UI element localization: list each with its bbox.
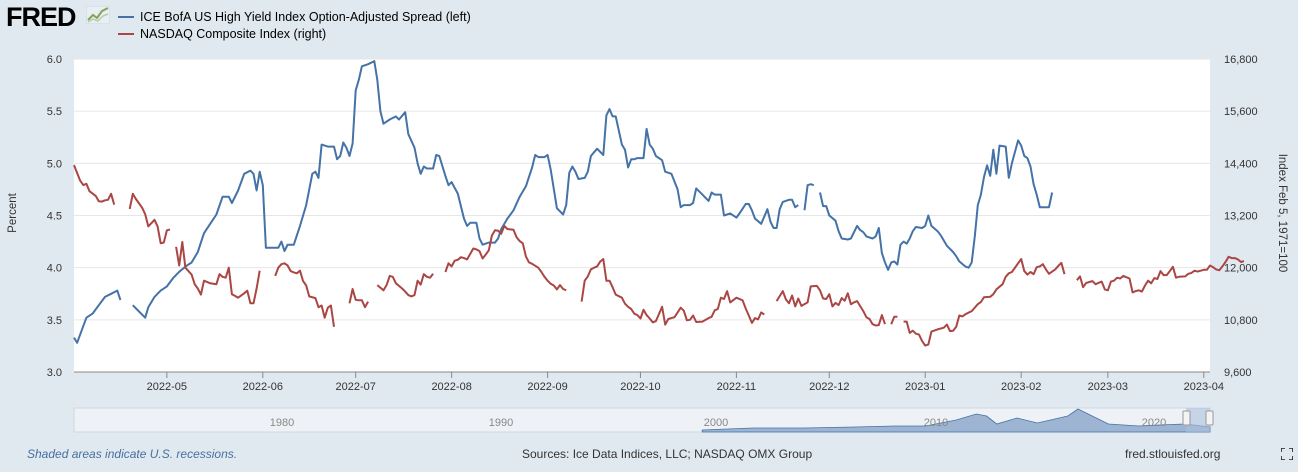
navigator-series [701,408,1211,433]
x-tick-label: 2022-10 [620,381,660,393]
navigator-handle[interactable] [1182,410,1191,426]
navigator-label: 1990 [489,417,513,429]
series-line-nasdaq [348,288,369,309]
x-tick-label: 2023-01 [905,381,945,393]
legend-label-spread: ICE BofA US High Yield Index Option-Adju… [140,9,471,24]
series-line-nasdaq [1076,255,1245,294]
series-line-nasdaq [775,284,886,327]
line-chart-icon [86,6,110,24]
series-line-nasdaq [580,258,765,326]
x-tick-label: 2022-05 [147,381,187,393]
series-line-nasdaq [890,315,898,325]
y-tick-left: 6.0 [47,54,62,66]
series-line-nasdaq [444,224,567,292]
y-tick-left: 5.0 [47,158,62,170]
fred-logo[interactable]: FRED [6,2,76,32]
fullscreen-icon[interactable] [1281,448,1293,460]
series-line-nasdaq [376,273,434,298]
sources-text: Sources: Ice Data Indices, LLC; NASDAQ O… [522,447,813,461]
legend-swatch-spread [118,15,134,18]
series-line-nasdaq [128,192,171,245]
navigator-handle[interactable] [1205,410,1214,426]
y-tick-right: 14,400 [1224,158,1258,170]
y-tick-right: 12,000 [1224,263,1258,275]
recessions-note: Shaded areas indicate U.S. recessions. [27,447,238,461]
series-line-spread [819,139,1054,271]
x-tick-label: 2022-08 [431,381,471,393]
navigator-label: 2010 [924,417,948,429]
x-tick-label: 2023-04 [1184,381,1224,393]
y-tick-right: 9,600 [1224,367,1252,379]
site-link[interactable]: fred.stlouisfed.org [1125,447,1221,461]
navigator-label: 2000 [704,417,728,429]
x-tick-label: 2023-03 [1088,381,1128,393]
y-tick-right: 13,200 [1224,211,1258,223]
legend-swatch-nasdaq [118,32,134,35]
legend: ICE BofA US High Yield Index Option-Adju… [118,8,471,42]
series-line-nasdaq [175,241,261,305]
series-line-nasdaq [73,164,116,205]
navigator-label: 2020 [1142,417,1166,429]
series-line-spread [132,60,799,319]
y-tick-left: 5.5 [47,106,62,118]
y-tick-left: 4.5 [47,211,62,223]
x-tick-label: 2022-06 [243,381,283,393]
y-tick-left: 4.0 [47,263,62,275]
series-line-nasdaq [274,262,335,327]
y-tick-left: 3.5 [47,315,62,327]
legend-item-nasdaq[interactable]: NASDAQ Composite Index (right) [118,25,471,42]
legend-item-spread[interactable]: ICE BofA US High Yield Index Option-Adju… [118,8,471,25]
x-tick-label: 2022-11 [717,381,757,393]
y-tick-right: 16,800 [1224,54,1258,66]
series-line-spread [803,183,815,211]
y-tick-right: 10,800 [1224,315,1258,327]
x-tick-label: 2022-09 [527,381,567,393]
x-tick-label: 2023-02 [1001,381,1041,393]
navigator-label: 1980 [270,417,294,429]
x-tick-label: 2022-12 [809,381,849,393]
y-tick-left: 3.0 [47,367,62,379]
series-line-spread [73,289,122,344]
legend-label-nasdaq: NASDAQ Composite Index (right) [140,26,327,41]
y-tick-right: 15,600 [1224,106,1258,118]
series-line-nasdaq [903,258,1066,347]
x-tick-label: 2022-07 [335,381,375,393]
